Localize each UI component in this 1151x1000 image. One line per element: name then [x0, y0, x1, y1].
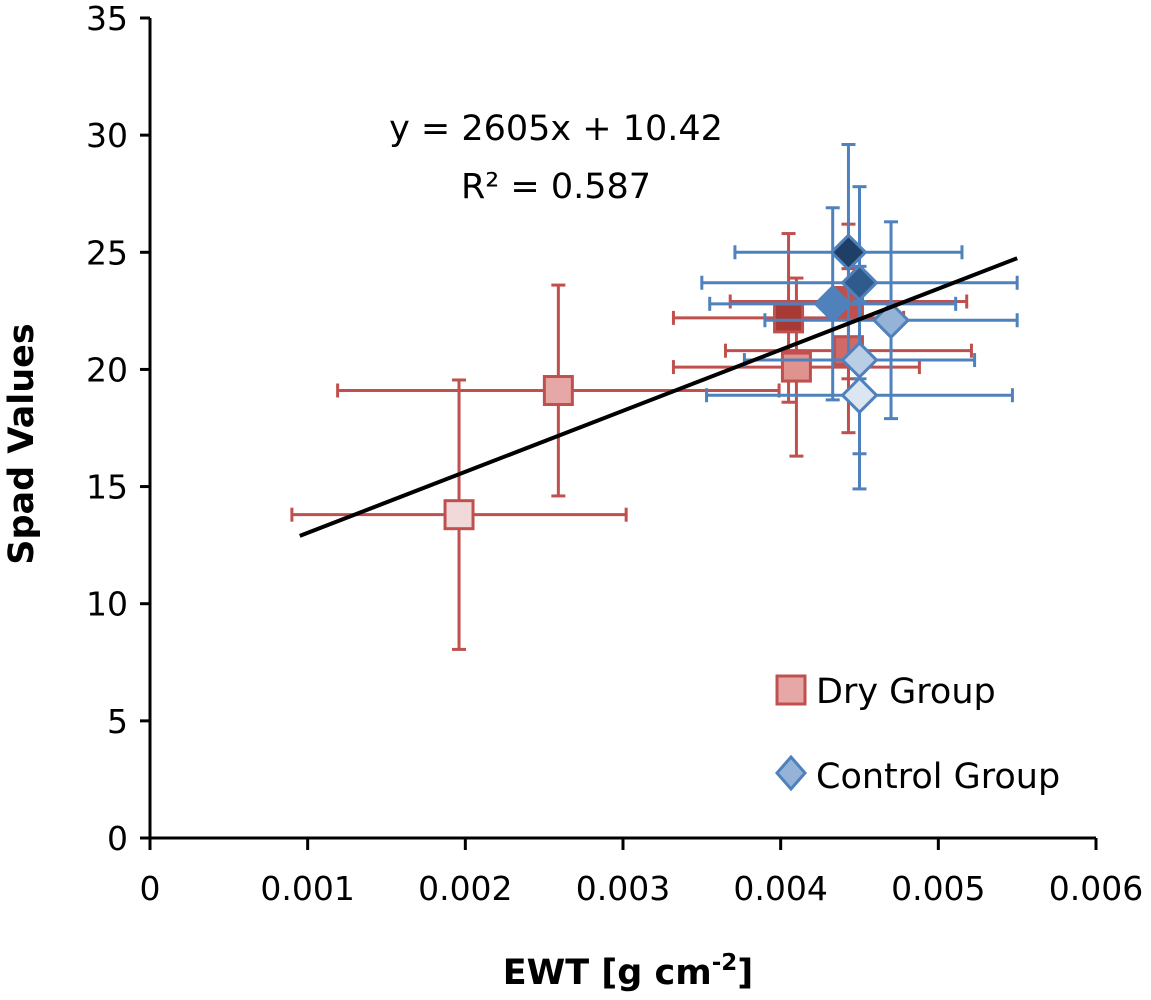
legend-dry-group-swatch [775, 674, 807, 706]
x-tick-label: 0.001 [260, 869, 354, 908]
y-tick-label: 30 [86, 116, 128, 155]
trendline-r-squared: R² = 0.587 [461, 167, 651, 207]
control-group-point [829, 233, 868, 272]
y-tick-label: 20 [86, 350, 128, 389]
x-axis-title: EWT [g cm-2] [503, 950, 754, 993]
legend-dry-group-label: Dry Group [816, 672, 996, 712]
x-tick-label: 0 [140, 869, 161, 908]
y-tick-label: 10 [86, 585, 128, 624]
dry-group-point [443, 499, 475, 531]
axes [140, 16, 1098, 850]
control-group-series [700, 143, 1019, 491]
trendline-equation: y = 2605x + 10.42 [389, 109, 723, 149]
legend: Dry Group Control Group [775, 672, 1060, 797]
control-group-point [840, 263, 879, 302]
legend-control-group-swatch [775, 754, 807, 792]
legend-control-group-label: Control Group [816, 757, 1060, 797]
dry-group-point [773, 302, 805, 334]
x-axis-title-tail: ] [737, 953, 753, 993]
x-tick-label: 0.004 [733, 869, 827, 908]
x-tick-label: 0.005 [891, 869, 985, 908]
control-group-point [840, 376, 879, 415]
x-axis-title-superscript: -2 [712, 950, 738, 976]
y-tick-label: 5 [107, 702, 128, 741]
control-group-point [813, 284, 852, 323]
y-tick-label: 35 [86, 0, 128, 38]
dry-group-point [542, 375, 574, 407]
x-tick-label: 0.002 [418, 869, 512, 908]
trendline [299, 256, 1018, 538]
y-tick-label: 0 [107, 819, 128, 858]
tick-labels: 0 5 10 15 20 25 30 35 0 0.001 0.002 0.003 0.004 0.005… [86, 0, 1143, 908]
x-tick-label: 0.003 [576, 869, 670, 908]
x-tick-label: 0.006 [1049, 869, 1143, 908]
y-axis-title: Spad Values [2, 323, 42, 564]
trendline-group [299, 256, 1018, 538]
y-tick-label: 15 [86, 468, 128, 507]
dry-group-point [780, 351, 812, 383]
x-axis-title-main: EWT [g cm [503, 953, 712, 993]
y-tick-label: 25 [86, 233, 128, 272]
